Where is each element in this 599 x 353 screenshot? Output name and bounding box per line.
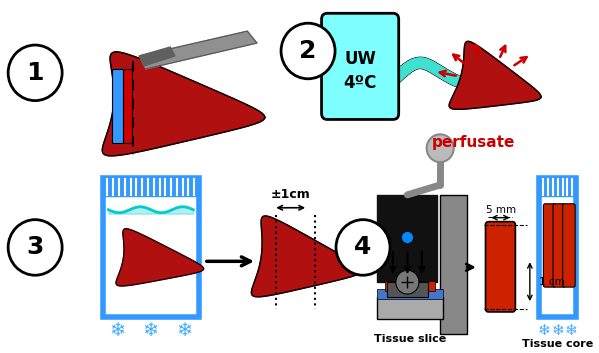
FancyBboxPatch shape: [543, 204, 556, 287]
Polygon shape: [252, 216, 361, 297]
Circle shape: [8, 220, 62, 275]
Text: UW: UW: [344, 50, 376, 68]
Bar: [377, 289, 443, 299]
Bar: [540, 178, 576, 196]
Polygon shape: [140, 31, 257, 69]
Bar: [540, 178, 576, 317]
Text: 4ºC: 4ºC: [343, 74, 377, 92]
Bar: [123, 69, 132, 143]
Text: ❄: ❄: [565, 323, 577, 338]
Polygon shape: [449, 41, 541, 109]
Circle shape: [396, 270, 419, 294]
Text: ❄: ❄: [143, 321, 159, 340]
Circle shape: [426, 134, 453, 162]
Text: ±1cm: ±1cm: [271, 189, 310, 201]
Text: ❄: ❄: [109, 321, 125, 340]
Text: 1 cm: 1 cm: [540, 277, 565, 287]
FancyBboxPatch shape: [562, 204, 575, 287]
Text: Tissue slice: Tissue slice: [374, 334, 446, 344]
Circle shape: [8, 45, 62, 101]
Text: perfusate: perfusate: [432, 135, 516, 150]
Circle shape: [281, 23, 335, 79]
Text: 3: 3: [26, 235, 44, 259]
Polygon shape: [140, 47, 175, 66]
FancyBboxPatch shape: [486, 222, 515, 312]
Text: ❄: ❄: [177, 321, 193, 340]
Polygon shape: [102, 52, 265, 156]
Text: 5 mm: 5 mm: [486, 205, 516, 215]
Polygon shape: [116, 229, 204, 286]
FancyBboxPatch shape: [322, 13, 399, 119]
Text: ❄: ❄: [552, 323, 564, 338]
Bar: [112, 69, 123, 143]
Text: Tissue core: Tissue core: [522, 339, 594, 349]
Text: 1: 1: [26, 61, 44, 85]
FancyBboxPatch shape: [553, 204, 565, 287]
Text: ❄: ❄: [538, 323, 550, 338]
Bar: [377, 195, 437, 282]
Bar: [543, 196, 572, 313]
Bar: [102, 178, 199, 317]
Text: 4: 4: [355, 235, 372, 259]
Bar: [377, 297, 443, 319]
Text: 2: 2: [300, 39, 317, 63]
Bar: [385, 281, 435, 291]
Bar: [102, 178, 199, 196]
Bar: [107, 196, 195, 313]
Bar: [387, 282, 428, 297]
Circle shape: [336, 220, 390, 275]
Bar: [440, 195, 467, 334]
